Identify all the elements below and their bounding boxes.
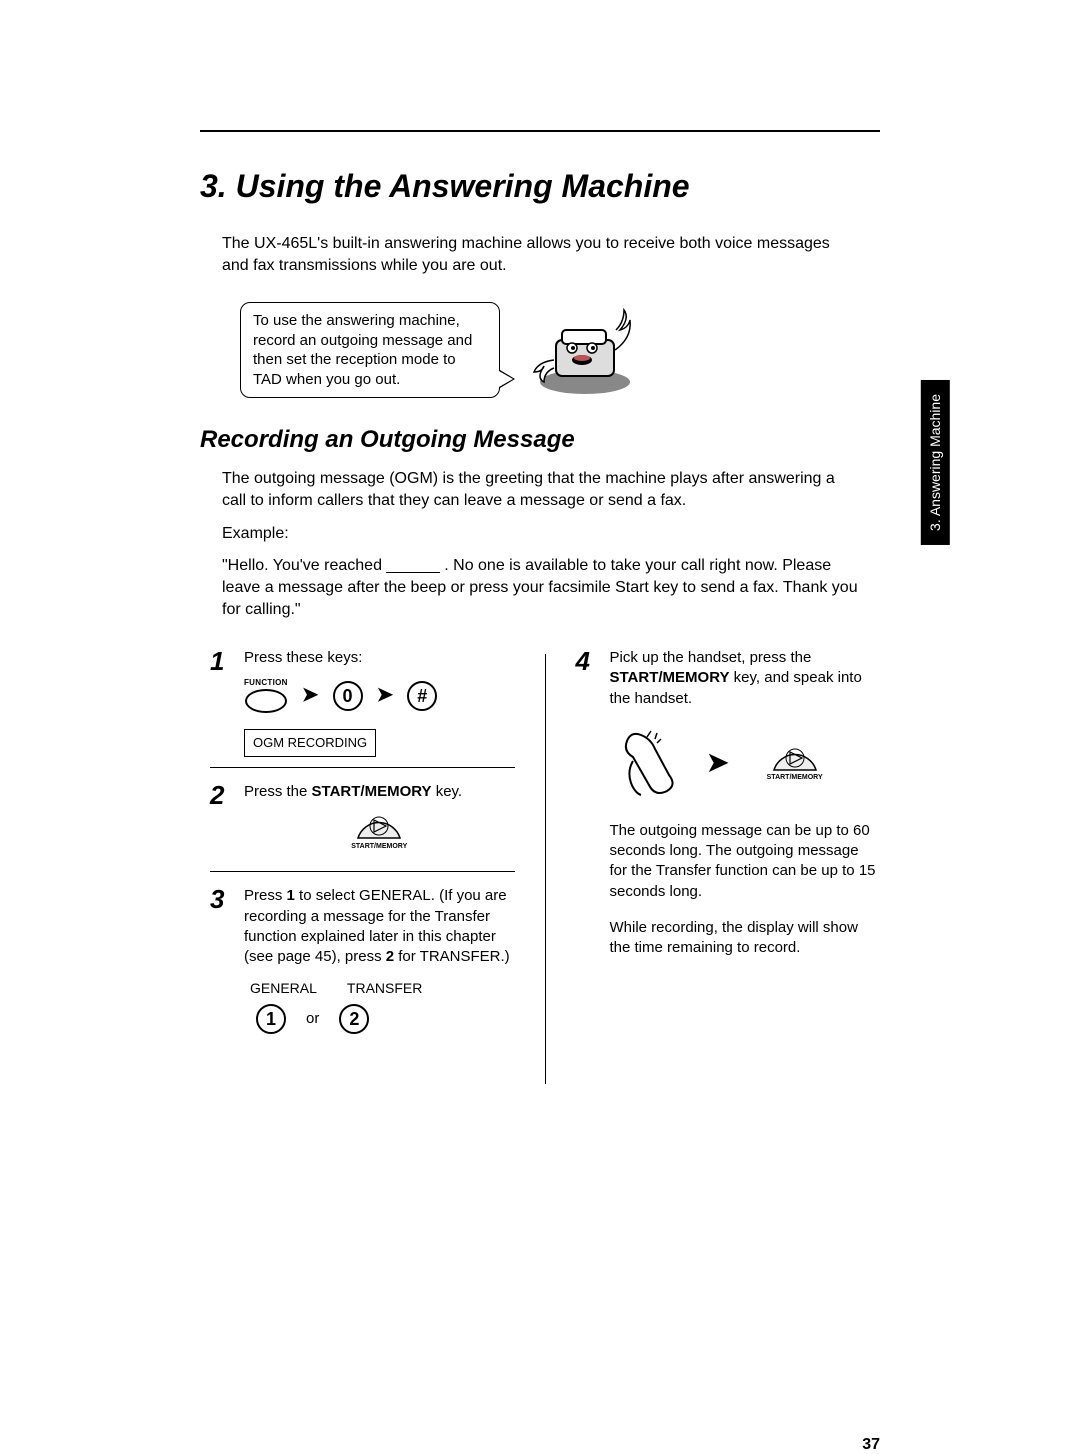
step-text-pre: Press the [244,783,312,800]
step-body: Press these keys: FUNCTION ➤ 0 ➤ # OGM R… [244,648,515,757]
step-2: 2 Press the START/MEMORY key. START/MEMO… [210,782,515,862]
example-label: Example: [222,525,880,543]
steps-columns: 1 Press these keys: FUNCTION ➤ 0 ➤ # OGM… [210,648,880,1084]
transfer-label: TRANSFER [347,979,422,998]
step-3: 3 Press 1 to select GENERAL. (If you are… [210,886,515,1034]
arrow-right-icon: ➤ [302,682,319,709]
section-intro: The outgoing message (OGM) is the greeti… [222,468,852,511]
left-column: 1 Press these keys: FUNCTION ➤ 0 ➤ # OGM… [210,648,515,1084]
step-body: Press the START/MEMORY key. START/MEMORY [244,782,515,862]
step-number: 3 [210,886,234,1034]
key-2-icon: 2 [339,1004,369,1034]
start-memory-key: START/MEMORY [755,744,835,781]
start-memory-key: START/MEMORY [339,812,419,851]
step-text: Press these keys: [244,649,362,666]
step3-post: for TRANSFER.) [394,948,510,965]
key-sequence: FUNCTION ➤ 0 ➤ # [244,678,515,713]
lcd-display: OGM RECORDING [244,729,376,757]
function-key-icon: FUNCTION [244,678,288,713]
step-number: 4 [576,648,600,709]
step3-pre: Press [244,887,287,904]
column-separator [545,654,546,1084]
right-column: 4 Pick up the handset, press the START/M… [576,648,881,1084]
speech-bubble: To use the answering machine, record an … [240,302,500,398]
step-number: 1 [210,648,234,757]
step-divider [210,767,515,768]
handset-illustration: ➤ START/MEMORY [576,727,881,799]
fax-mascot-icon [520,300,650,400]
step-body: Press 1 to select GENERAL. (If you are r… [244,886,515,1034]
option-labels: GENERAL TRANSFER [250,979,515,998]
top-rule [200,130,880,132]
page-number: 37 [862,1436,880,1454]
step4-bold: START/MEMORY [610,669,730,686]
chapter-title: 3. Using the Answering Machine [200,168,880,205]
manual-page: 3. Using the Answering Machine The UX-46… [200,130,880,1084]
step-body: Pick up the handset, press the START/MEM… [610,648,881,709]
step-divider [210,871,515,872]
step4-para2: While recording, the display will show t… [610,918,880,959]
example-text: "Hello. You've reached ______ . No one i… [222,555,862,620]
function-key-label: FUNCTION [244,678,288,689]
choice-keys: 1 or 2 [256,1004,515,1034]
step3-bold1: 1 [287,887,295,904]
arrow-right-icon: ➤ [377,682,394,709]
key-hash-icon: # [407,681,437,711]
step-1: 1 Press these keys: FUNCTION ➤ 0 ➤ # OGM… [210,648,515,757]
step3-bold2: 2 [386,948,394,965]
tip-row: To use the answering machine, record an … [240,300,880,400]
or-label: or [306,1009,319,1029]
start-memory-icon [356,812,402,840]
arrow-right-icon: ➤ [707,747,729,778]
start-memory-label: START/MEMORY [351,842,407,851]
start-memory-icon [772,744,818,772]
key-1-icon: 1 [256,1004,286,1034]
step-number: 2 [210,782,234,862]
step4-pre: Pick up the handset, press the [610,649,812,666]
step-4: 4 Pick up the handset, press the START/M… [576,648,881,709]
thumb-tab: 3. Answering Machine [921,380,950,545]
step4-para1: The outgoing message can be up to 60 sec… [610,821,880,902]
chapter-intro: The UX-465L's built-in answering machine… [222,233,842,276]
general-label: GENERAL [250,979,317,998]
oval-key-icon [245,689,287,713]
step-text-bold: START/MEMORY [312,783,432,800]
step-text-post: key. [432,783,463,800]
section-heading: Recording an Outgoing Message [200,426,880,454]
start-memory-label: START/MEMORY [767,774,823,781]
key-0-icon: 0 [333,681,363,711]
handset-icon [621,727,681,799]
